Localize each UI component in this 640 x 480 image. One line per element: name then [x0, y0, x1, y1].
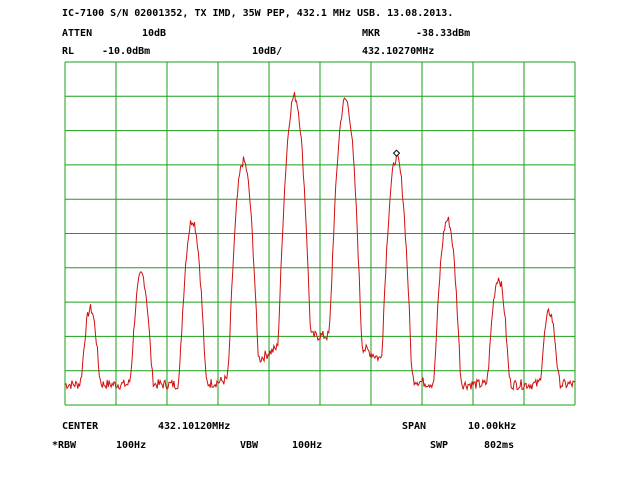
- atten-value: 10dB: [142, 28, 167, 39]
- span-label: SPAN: [402, 421, 427, 432]
- marker-level-value: -38.33dBm: [416, 28, 471, 39]
- marker-label: MKR: [362, 28, 381, 39]
- plot-grid: [64, 61, 576, 406]
- rbw-label: *RBW: [52, 440, 77, 451]
- vertical-scale: 10dB/: [252, 46, 283, 57]
- reference-level-label: RL: [62, 46, 75, 57]
- span-value: 10.00kHz: [468, 421, 517, 432]
- chart-title: IC-7100 S/N 02001352, TX IMD, 35W PEP, 4…: [62, 8, 454, 19]
- center-frequency: 432.10120MHz: [158, 421, 231, 432]
- atten-label: ATTEN: [62, 28, 93, 39]
- rbw-value: 100Hz: [116, 440, 147, 451]
- center-label: CENTER: [62, 421, 99, 432]
- marker-frequency: 432.10270MHz: [362, 46, 435, 57]
- vbw-label: VBW: [240, 440, 259, 451]
- vbw-value: 100Hz: [292, 440, 323, 451]
- sweep-value: 802ms: [484, 440, 515, 451]
- sweep-label: SWP: [430, 440, 449, 451]
- reference-level-value: -10.0dBm: [102, 46, 151, 57]
- spectrum-trace: [64, 92, 576, 392]
- marker-diamond: [392, 149, 401, 157]
